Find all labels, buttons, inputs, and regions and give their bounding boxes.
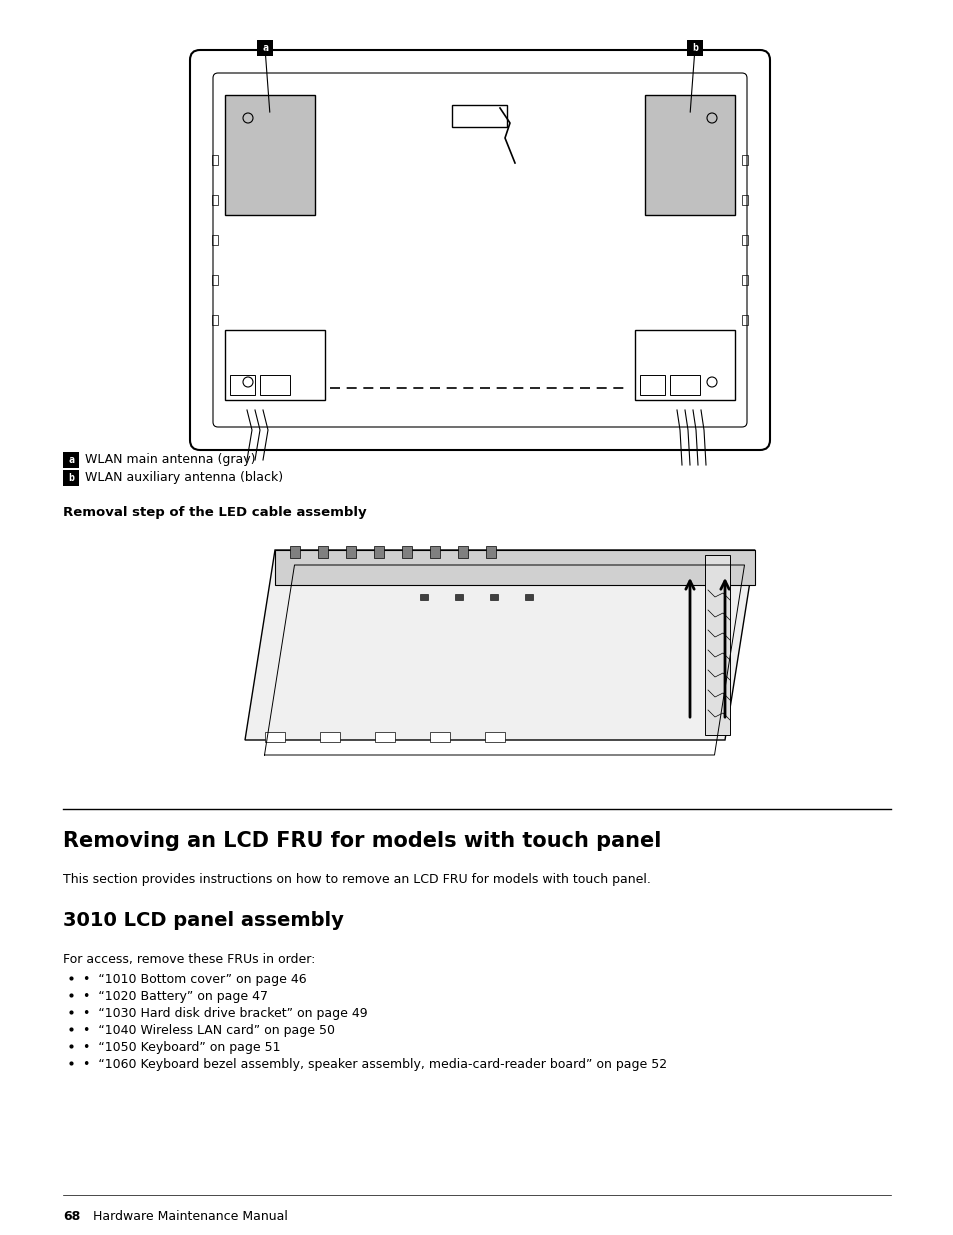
Bar bbox=[490, 594, 497, 600]
Bar bbox=[455, 594, 462, 600]
Bar bbox=[635, 330, 734, 400]
Bar bbox=[225, 95, 314, 215]
Text: •  “1060 Keyboard bezel assembly, speaker assembly, media-card-reader board” on : • “1060 Keyboard bezel assembly, speaker… bbox=[83, 1058, 666, 1071]
Bar bbox=[430, 546, 439, 558]
Text: •  “1040 Wireless LAN card” on page 50: • “1040 Wireless LAN card” on page 50 bbox=[83, 1024, 335, 1037]
Text: WLAN main antenna (gray): WLAN main antenna (gray) bbox=[85, 453, 255, 467]
Bar bbox=[225, 330, 325, 400]
Text: For access, remove these FRUs in order:: For access, remove these FRUs in order: bbox=[63, 953, 315, 966]
Text: b: b bbox=[68, 473, 74, 483]
Bar bbox=[212, 275, 218, 285]
Bar bbox=[63, 471, 79, 487]
Polygon shape bbox=[274, 550, 754, 585]
Bar bbox=[430, 732, 450, 742]
Bar bbox=[63, 452, 79, 468]
Bar bbox=[212, 315, 218, 325]
Bar bbox=[260, 375, 290, 395]
Text: •  “1030 Hard disk drive bracket” on page 49: • “1030 Hard disk drive bracket” on page… bbox=[83, 1007, 367, 1020]
Bar bbox=[212, 156, 218, 165]
Bar bbox=[375, 732, 395, 742]
Bar bbox=[686, 40, 702, 56]
Text: •  “1020 Battery” on page 47: • “1020 Battery” on page 47 bbox=[83, 990, 268, 1003]
Bar bbox=[644, 95, 734, 215]
Bar bbox=[704, 555, 729, 735]
Text: Hardware Maintenance Manual: Hardware Maintenance Manual bbox=[92, 1210, 288, 1223]
Bar bbox=[346, 546, 355, 558]
Text: Removal step of the LED cable assembly: Removal step of the LED cable assembly bbox=[63, 506, 366, 519]
Text: a: a bbox=[262, 43, 268, 53]
Text: 3010 LCD panel assembly: 3010 LCD panel assembly bbox=[63, 911, 343, 930]
FancyBboxPatch shape bbox=[213, 73, 746, 427]
Bar bbox=[452, 105, 507, 127]
Bar bbox=[741, 156, 747, 165]
Bar bbox=[669, 375, 700, 395]
Text: •  “1010 Bottom cover” on page 46: • “1010 Bottom cover” on page 46 bbox=[83, 973, 306, 986]
Bar bbox=[741, 315, 747, 325]
Bar bbox=[319, 732, 339, 742]
Bar bbox=[639, 375, 664, 395]
Bar bbox=[741, 235, 747, 245]
Bar bbox=[212, 235, 218, 245]
Bar bbox=[374, 546, 384, 558]
Text: •  “1050 Keyboard” on page 51: • “1050 Keyboard” on page 51 bbox=[83, 1041, 280, 1053]
Bar bbox=[485, 546, 496, 558]
Bar bbox=[256, 40, 273, 56]
Bar bbox=[741, 195, 747, 205]
Bar bbox=[401, 546, 412, 558]
Bar bbox=[290, 546, 299, 558]
Bar bbox=[741, 275, 747, 285]
Text: WLAN auxiliary antenna (black): WLAN auxiliary antenna (black) bbox=[85, 472, 283, 484]
Polygon shape bbox=[245, 550, 754, 740]
Bar bbox=[317, 546, 328, 558]
Text: a: a bbox=[68, 454, 74, 466]
Bar bbox=[265, 732, 285, 742]
Bar bbox=[419, 594, 428, 600]
Bar bbox=[457, 546, 468, 558]
Bar bbox=[524, 594, 533, 600]
Bar bbox=[212, 195, 218, 205]
Text: Removing an LCD FRU for models with touch panel: Removing an LCD FRU for models with touc… bbox=[63, 831, 660, 851]
Bar bbox=[484, 732, 504, 742]
Text: 68: 68 bbox=[63, 1210, 80, 1223]
Text: This section provides instructions on how to remove an LCD FRU for models with t: This section provides instructions on ho… bbox=[63, 873, 650, 885]
Bar bbox=[230, 375, 254, 395]
FancyBboxPatch shape bbox=[190, 49, 769, 450]
Text: b: b bbox=[691, 43, 698, 53]
